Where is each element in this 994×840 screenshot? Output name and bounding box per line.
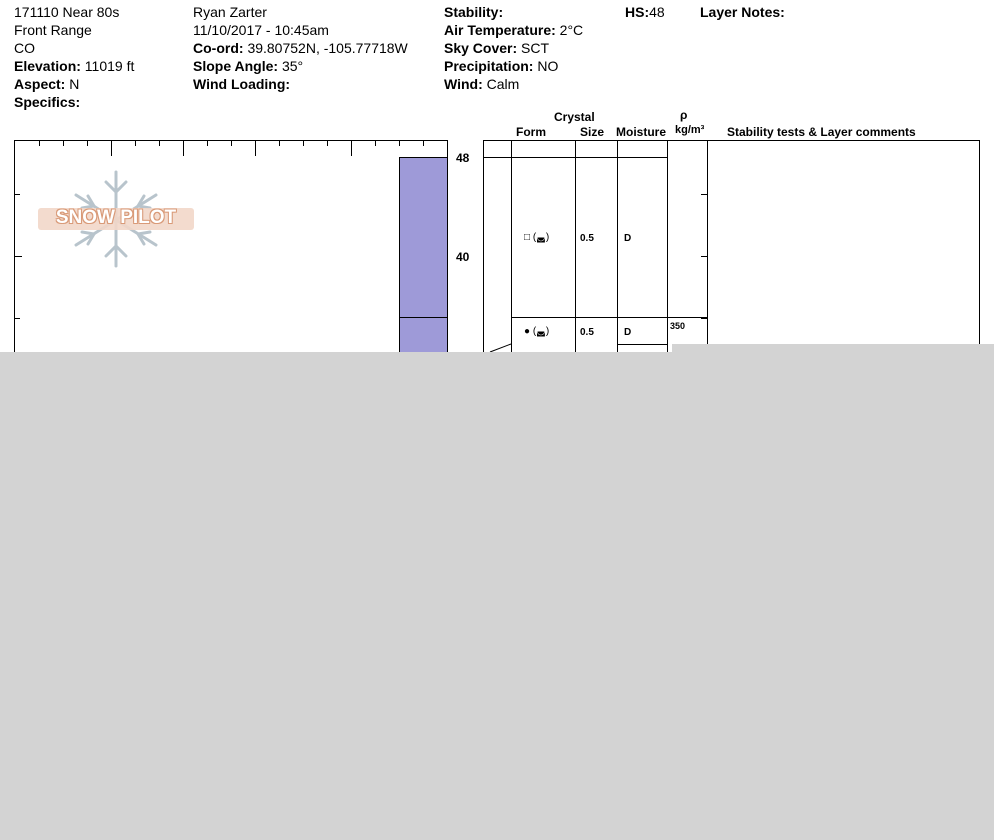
top-tick-marks xyxy=(39,140,424,156)
layer-2-moisture: D xyxy=(624,327,632,338)
left-tick-marks xyxy=(14,194,22,319)
range-name: Front Range xyxy=(14,22,92,38)
layer-1-form: □ (◛) xyxy=(524,232,550,243)
slope-value: 35° xyxy=(281,58,304,74)
layer-1-moisture: D xyxy=(624,233,632,244)
state-name: CO xyxy=(14,40,35,56)
stability-label: Stability: xyxy=(444,4,504,20)
hs-field: HS:48 xyxy=(625,3,665,21)
coord-value: 39.80752N, -105.77718W xyxy=(247,40,408,56)
precip-label: Precipitation: xyxy=(444,58,534,74)
density-symbol: ρ xyxy=(680,108,688,122)
snowflake-icon xyxy=(38,170,194,268)
moisture-header: Moisture xyxy=(616,125,667,139)
slope-field: Slope Angle: 35° xyxy=(193,57,303,75)
layer-2-size: 0.5 xyxy=(580,327,594,338)
layer-1-size: 0.5 xyxy=(580,233,594,244)
stability-field: Stability: xyxy=(444,3,503,21)
depth-label-48: 48 xyxy=(456,151,470,165)
row-dividers xyxy=(483,157,707,345)
hs-value: 48 xyxy=(649,4,665,20)
aspect-field: Aspect: N xyxy=(14,75,79,93)
logo-text: SNOW PILOT xyxy=(55,207,177,228)
sky-cover-field: Sky Cover: SCT xyxy=(444,39,549,57)
specifics-field: Specifics: xyxy=(14,93,80,111)
depth-label-40: 40 xyxy=(456,250,470,264)
wind-value: Calm xyxy=(486,76,520,92)
wind-label: Wind: xyxy=(444,76,483,92)
layer-2-density: 350 xyxy=(670,321,686,331)
comments-header: Stability tests & Layer comments xyxy=(727,125,916,139)
crystal-header: Crystal xyxy=(554,110,595,124)
sky-cover-label: Sky Cover: xyxy=(444,40,518,56)
hs-label: HS: xyxy=(625,4,650,20)
coord-field: Co-ord: 39.80752N, -105.77718W xyxy=(193,39,408,57)
layer-2-form: ● (◛) xyxy=(524,326,550,337)
precip-field: Precipitation: NO xyxy=(444,57,558,75)
form-header: Form xyxy=(516,125,546,139)
aspect-label: Aspect: xyxy=(14,76,66,92)
density-unit: kg/m³ xyxy=(675,124,705,136)
wind-loading-field: Wind Loading: xyxy=(193,75,290,93)
coord-label: Co-ord: xyxy=(193,40,244,56)
aspect-value: N xyxy=(69,76,80,92)
slope-label: Slope Angle: xyxy=(193,58,279,74)
elevation-label: Elevation: xyxy=(14,58,81,74)
observer-name: Ryan Zarter xyxy=(193,4,267,20)
air-temp-value: 2°C xyxy=(559,22,584,38)
size-header: Size xyxy=(580,125,605,139)
loading-overlay-step xyxy=(672,344,994,353)
wind-loading-label: Wind Loading: xyxy=(193,76,291,92)
layer-notes-field: Layer Notes: xyxy=(700,3,785,21)
loading-overlay xyxy=(0,352,994,840)
sky-cover-value: SCT xyxy=(521,40,550,56)
observation-datetime: 11/10/2017 - 10:45am xyxy=(193,22,329,38)
density-ticks xyxy=(701,194,707,319)
wind-field: Wind: Calm xyxy=(444,75,519,93)
specifics-label: Specifics: xyxy=(14,94,81,110)
elevation-value: 11019 ft xyxy=(84,58,135,74)
location-title: 171110 Near 80s xyxy=(14,4,120,20)
elevation-field: Elevation: 11019 ft xyxy=(14,57,134,75)
layer-notes-label: Layer Notes: xyxy=(700,4,785,20)
precip-value: NO xyxy=(537,58,559,74)
connector-line xyxy=(489,343,512,353)
air-temp-field: Air Temperature: 2°C xyxy=(444,21,583,39)
air-temp-label: Air Temperature: xyxy=(444,22,556,38)
